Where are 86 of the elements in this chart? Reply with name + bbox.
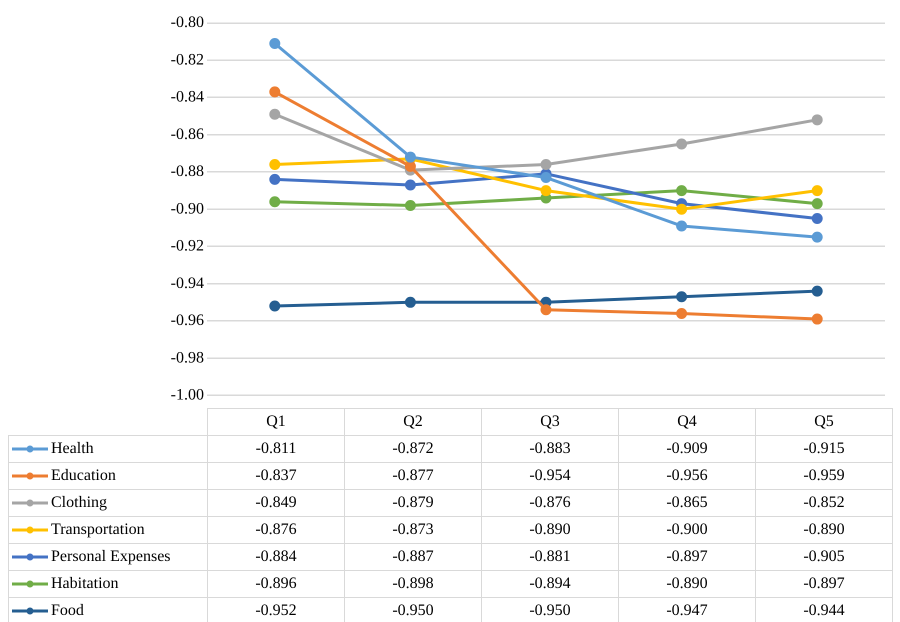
point xyxy=(676,204,688,215)
data-label: -0.897 xyxy=(618,544,756,570)
y-tick-label: -0.98 xyxy=(170,349,204,366)
y-tick-label: -0.84 xyxy=(170,88,204,106)
point xyxy=(676,220,688,232)
legend-label: Habitation xyxy=(51,575,119,592)
data-label: -0.884 xyxy=(208,544,344,570)
point xyxy=(812,213,823,224)
x-tick-label: Q3 xyxy=(482,408,618,436)
data-label: -0.950 xyxy=(482,598,618,622)
data-label: -0.894 xyxy=(482,570,618,598)
data-label: -0.898 xyxy=(344,570,482,598)
point xyxy=(812,114,823,126)
legend-label: Clothing xyxy=(51,494,108,511)
point xyxy=(269,300,280,312)
x-tick-label: Q5 xyxy=(756,408,892,436)
data-label: -0.905 xyxy=(756,544,892,570)
point xyxy=(812,314,823,325)
point xyxy=(269,86,280,98)
point xyxy=(540,159,552,170)
data-label: -0.947 xyxy=(618,598,756,622)
point xyxy=(812,185,823,196)
point xyxy=(540,304,552,316)
point xyxy=(812,232,823,243)
point xyxy=(269,108,280,120)
data-label: -0.954 xyxy=(482,462,618,490)
y-tick-label: -0.88 xyxy=(170,163,204,180)
point xyxy=(269,159,280,170)
point xyxy=(404,200,416,211)
data-label: -0.872 xyxy=(344,436,482,462)
data-label: -0.873 xyxy=(344,516,482,544)
legend-label: Food xyxy=(51,602,84,619)
y-tick-label: -0.92 xyxy=(170,238,204,255)
data-label: -0.890 xyxy=(756,516,892,544)
data-label: -0.897 xyxy=(756,570,892,598)
data-label: -0.883 xyxy=(482,436,618,462)
point xyxy=(812,198,823,210)
x-tick-label: Q4 xyxy=(618,408,756,436)
point xyxy=(404,179,416,190)
data-label: -0.879 xyxy=(344,490,482,516)
point xyxy=(812,286,823,297)
data-label: -0.959 xyxy=(756,462,892,490)
data-label: -0.952 xyxy=(208,598,344,622)
point xyxy=(676,291,688,302)
point xyxy=(404,160,416,172)
y-tick-label: -0.96 xyxy=(170,312,204,330)
y-tick-label: -0.94 xyxy=(170,274,204,292)
point xyxy=(269,174,280,185)
point xyxy=(269,38,280,49)
data-label: -0.909 xyxy=(618,436,756,462)
data-label: -0.877 xyxy=(344,462,482,490)
data-label: -0.865 xyxy=(618,490,756,516)
point xyxy=(676,138,688,150)
y-tick-label: -0.80 xyxy=(170,14,204,32)
x-tick-label: Q2 xyxy=(344,408,482,436)
legend-label: Personal Expenses xyxy=(51,548,171,565)
data-label: -0.849 xyxy=(208,490,344,516)
data-label: -0.900 xyxy=(618,516,756,544)
y-tick-label: -0.82 xyxy=(170,51,204,68)
data-label: -0.876 xyxy=(208,516,344,544)
data-label: -0.837 xyxy=(208,462,344,490)
data-label: -0.887 xyxy=(344,544,482,570)
point xyxy=(676,185,688,196)
point xyxy=(540,172,552,184)
y-tick-label: -1.00 xyxy=(170,386,204,404)
point xyxy=(676,308,688,319)
data-label: -0.944 xyxy=(756,598,892,622)
point xyxy=(404,296,416,308)
data-label: -0.896 xyxy=(208,570,344,598)
y-tick-label: -0.86 xyxy=(170,126,204,143)
data-label: -0.890 xyxy=(618,570,756,598)
point xyxy=(540,185,552,196)
data-label: -0.811 xyxy=(208,436,344,462)
legend-label: Transportation xyxy=(51,521,145,538)
data-label: -0.950 xyxy=(344,598,482,622)
data-label: -0.956 xyxy=(618,462,756,490)
legend-label: Education xyxy=(51,467,116,484)
data-label: -0.915 xyxy=(756,436,892,462)
data-label: -0.876 xyxy=(482,490,618,516)
data-label: -0.890 xyxy=(482,516,618,544)
data-label: -0.881 xyxy=(482,544,618,570)
x-tick-label: Q1 xyxy=(208,408,344,436)
legend-label: Health xyxy=(51,440,94,457)
y-tick-label: -0.90 xyxy=(170,200,204,218)
point xyxy=(269,196,280,208)
data-label: -0.852 xyxy=(756,490,892,516)
